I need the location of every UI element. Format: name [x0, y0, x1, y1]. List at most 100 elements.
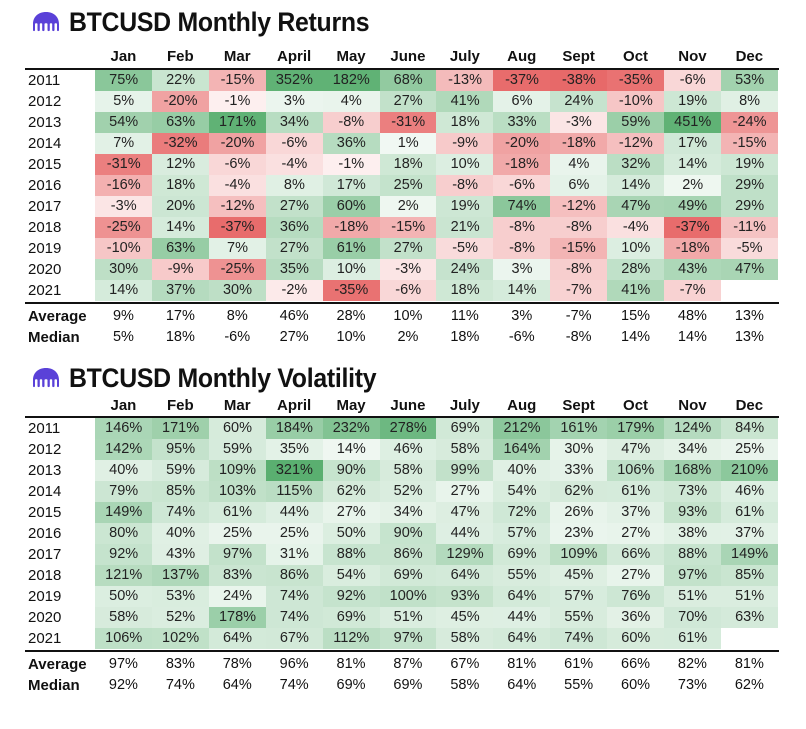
data-cell: -37%	[664, 217, 722, 238]
data-cell: -6%	[379, 280, 437, 301]
data-cell: -8%	[436, 175, 494, 196]
data-cell: 85%	[720, 565, 779, 586]
median-value: 64%	[507, 677, 537, 693]
data-cell: -5%	[436, 238, 494, 259]
data-cell: 149%	[95, 502, 153, 523]
median-value: 14%	[677, 329, 707, 345]
data-cell: 7%	[95, 133, 153, 154]
data-cell: 20%	[151, 196, 210, 217]
data-cell: 99%	[436, 460, 494, 481]
data-cell: -7%	[664, 280, 722, 301]
data-cell: 54%	[493, 481, 551, 502]
data-cell: 10%	[436, 154, 494, 175]
data-cell: -10%	[607, 91, 665, 112]
data-cell: -12%	[550, 196, 608, 217]
data-cell: 146%	[95, 418, 153, 439]
data-cell: 74%	[493, 196, 551, 217]
data-cell: 38%	[664, 523, 722, 544]
table-row: 2016 -16% 18% -4% 8% 17% 25% -8% -6% 6% 14% 2% 29%	[25, 175, 779, 196]
data-cell: 4%	[322, 91, 380, 112]
data-cell: -7%	[550, 280, 608, 301]
data-cell: 54%	[95, 112, 153, 133]
data-cell: 36%	[607, 607, 665, 628]
data-cell	[721, 628, 778, 649]
median-value: 18%	[450, 329, 480, 345]
data-cell: -12%	[208, 196, 267, 217]
data-cell: 109%	[208, 460, 267, 481]
average-value: 66%	[621, 656, 651, 672]
data-cell: 25%	[265, 523, 324, 544]
data-cell: 21%	[436, 217, 494, 238]
data-cell: 57%	[550, 586, 608, 607]
median-value: 55%	[564, 677, 594, 693]
data-cell: 85%	[151, 481, 210, 502]
data-cell: 14%	[95, 280, 153, 301]
data-cell: 212%	[493, 418, 551, 439]
average-value: 46%	[279, 308, 309, 324]
data-cell: 86%	[265, 565, 324, 586]
average-row: Average 97% 83% 78% 96% 81% 87% 67% 81% 61% 66% 82%…	[25, 654, 779, 676]
row-year-label: 2014	[28, 135, 62, 152]
row-year-label: 2018	[28, 567, 62, 584]
data-cell: 61%	[607, 481, 665, 502]
data-cell: -1%	[322, 154, 380, 175]
data-cell: -37%	[208, 217, 267, 238]
data-cell: 2%	[664, 175, 722, 196]
data-cell: 34%	[664, 439, 722, 460]
month-header-july: July	[449, 48, 480, 65]
data-cell: 80%	[95, 523, 153, 544]
data-cell: 30%	[95, 259, 153, 280]
data-cell: 46%	[379, 439, 437, 460]
data-cell: 14%	[607, 175, 665, 196]
average-value: 17%	[165, 308, 195, 324]
median-value: 18%	[165, 329, 195, 345]
month-header-nov: Nov	[678, 397, 707, 414]
average-value: 3%	[511, 308, 533, 324]
data-cell: 37%	[607, 502, 665, 523]
data-cell: 58%	[95, 607, 153, 628]
data-cell: -38%	[550, 70, 608, 91]
data-cell: 27%	[265, 238, 324, 259]
data-cell: 51%	[664, 586, 722, 607]
row-year-label: 2015	[28, 156, 62, 173]
data-cell: 3%	[493, 259, 551, 280]
median-value: -6%	[508, 329, 535, 345]
data-cell: 109%	[550, 544, 608, 565]
median-value: 62%	[734, 677, 764, 693]
data-cell: -9%	[436, 133, 494, 154]
median-value: 74%	[165, 677, 195, 693]
data-cell: -4%	[607, 217, 665, 238]
data-cell: 60%	[208, 418, 267, 439]
data-cell: 10%	[322, 259, 380, 280]
data-cell: 6%	[550, 175, 608, 196]
data-cell: 35%	[265, 259, 324, 280]
average-value: 81%	[507, 656, 537, 672]
table-row: 2020 58% 52% 178% 74% 69% 51% 45% 44% 55% 36% 70% 63…	[25, 607, 779, 628]
table-row: 2016 80% 40% 25% 25% 50% 90% 44% 57% 23% 27% 38% 37%	[25, 523, 779, 544]
row-year-label: 2017	[28, 546, 62, 563]
median-value: -6%	[224, 329, 251, 345]
data-cell: 161%	[550, 418, 608, 439]
data-cell: -8%	[493, 238, 551, 259]
table-row: 2019 50% 53% 24% 74% 92% 100% 93% 64% 57% 76% 51% 51…	[25, 586, 779, 607]
data-cell: 1%	[379, 133, 437, 154]
data-cell: 352%	[265, 70, 324, 91]
month-header-june: June	[390, 397, 426, 414]
data-cell: -11%	[720, 217, 779, 238]
data-cell: 43%	[664, 259, 722, 280]
data-cell: 321%	[265, 460, 324, 481]
data-cell: 61%	[720, 502, 779, 523]
average-value: 67%	[450, 656, 480, 672]
volatility-top-rule	[25, 416, 779, 418]
data-cell: 62%	[322, 481, 380, 502]
data-cell: 61%	[322, 238, 380, 259]
data-cell: 84%	[720, 418, 779, 439]
data-cell: 44%	[265, 502, 324, 523]
data-cell: 18%	[151, 175, 210, 196]
data-cell: 37%	[720, 523, 779, 544]
data-cell: 61%	[208, 502, 267, 523]
data-cell: 88%	[322, 544, 380, 565]
median-label: Median	[28, 329, 80, 346]
data-cell: 33%	[550, 460, 608, 481]
data-cell: 97%	[664, 565, 722, 586]
